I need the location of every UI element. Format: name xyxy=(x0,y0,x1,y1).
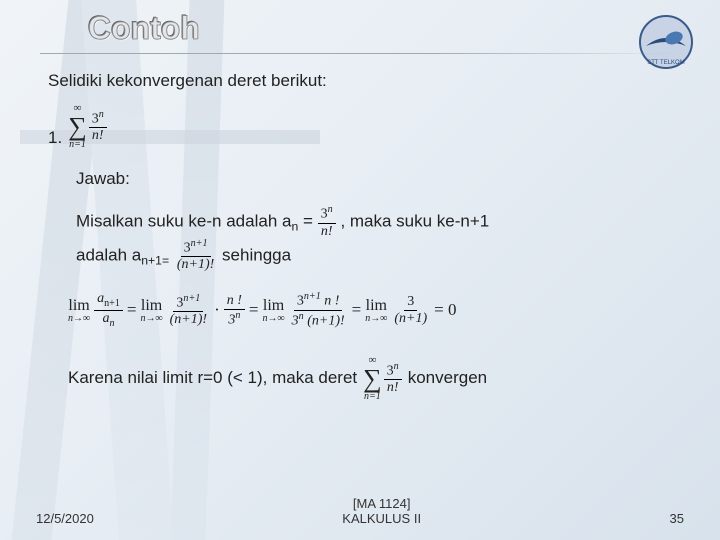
series-expression: ∞ ∑ n=1 3n n! xyxy=(68,103,107,150)
fraction-anp1: 3n+1 (n+1)! xyxy=(174,239,217,273)
footer-course: [MA 1124]KALKULUS II xyxy=(94,496,670,526)
conclusion: Karena nilai limit r=0 (< 1), maka deret… xyxy=(40,355,680,402)
question-text: Selidiki kekonvergenan deret berikut: xyxy=(40,70,680,93)
fraction-an: 3n n! xyxy=(318,205,336,239)
slide-footer: 12/5/2020 [MA 1124]KALKULUS II 35 xyxy=(0,496,720,526)
footer-date: 12/5/2020 xyxy=(36,511,94,526)
item-1: 1. ∞ ∑ n=1 3n n! xyxy=(40,103,680,150)
slide-title: Contoh xyxy=(40,10,680,47)
paragraph-1: Misalkan suku ke-n adalah an = 3n n! , m… xyxy=(40,205,680,272)
series-expression-2: ∞ ∑ n=1 3n n! xyxy=(363,355,402,402)
title-underline xyxy=(40,53,680,54)
item-number: 1. xyxy=(48,127,62,150)
answer-label: Jawab: xyxy=(40,168,680,191)
limit-equation: limn→∞ an+1 an = limn→∞ 3n+1 (n+1)! · n … xyxy=(40,292,680,329)
footer-page: 35 xyxy=(670,511,684,526)
